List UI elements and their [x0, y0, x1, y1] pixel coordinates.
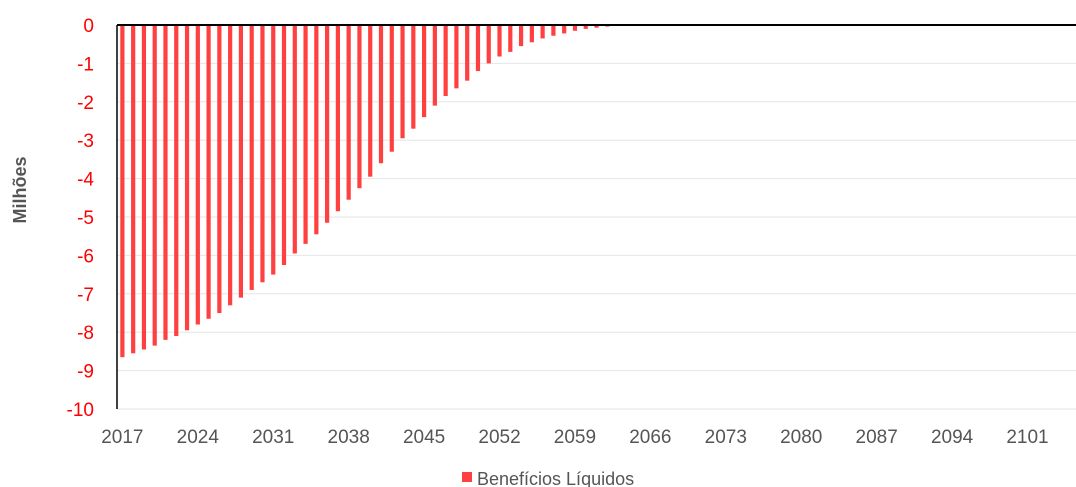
x-tick-label: 2017 [101, 427, 143, 448]
bar[interactable] [572, 25, 578, 31]
bar[interactable] [508, 25, 513, 52]
bar[interactable] [497, 25, 502, 57]
y-tick-label: -4 [77, 170, 94, 191]
bar[interactable] [432, 25, 437, 106]
bar[interactable] [238, 25, 244, 298]
x-tick-label: 2087 [856, 427, 898, 448]
axes [116, 24, 1076, 409]
bar[interactable] [163, 25, 168, 340]
x-tick-label: 2045 [403, 427, 445, 448]
bar[interactable] [260, 25, 265, 283]
bar[interactable] [206, 25, 211, 319]
y-tick-labels: 0 -1 -2 -3 -4 -5 -6 -7 -8 -9 -10 [67, 16, 95, 421]
bar[interactable] [465, 25, 470, 81]
legend[interactable]: Benefícios Líquidos [462, 469, 634, 487]
bar[interactable] [594, 25, 599, 28]
y-tick-label: -1 [77, 54, 94, 75]
x-tick-label: 2031 [252, 427, 294, 448]
legend-label: Benefícios Líquidos [477, 469, 634, 487]
grid-lines [117, 62, 1076, 410]
y-tick-label: -8 [77, 323, 94, 344]
bar[interactable] [152, 25, 157, 346]
bar[interactable] [346, 25, 351, 200]
bar[interactable] [378, 25, 384, 164]
bar[interactable] [486, 25, 491, 64]
x-tick-labels: 2017 2024 2031 2038 2045 2052 2059 2066 2073 2080… [101, 427, 1048, 448]
x-tick-label: 2094 [931, 427, 974, 448]
bar[interactable] [368, 25, 373, 177]
bar[interactable] [357, 25, 362, 189]
bar[interactable] [443, 25, 448, 97]
bar[interactable] [421, 25, 427, 118]
bar[interactable] [271, 25, 276, 275]
x-tick-label: 2052 [478, 427, 520, 448]
bar[interactable] [228, 25, 233, 306]
legend-swatch [462, 472, 472, 482]
bar[interactable] [249, 25, 254, 290]
bar[interactable] [292, 25, 297, 254]
bars [120, 25, 631, 358]
bar[interactable] [184, 25, 190, 331]
x-tick-label: 2066 [629, 427, 671, 448]
bar[interactable] [281, 25, 287, 265]
bar[interactable] [400, 25, 405, 139]
bar[interactable] [335, 25, 340, 212]
x-tick-label: 2038 [328, 427, 370, 448]
x-tick-label: 2073 [705, 427, 747, 448]
y-tick-label: -6 [77, 246, 94, 267]
bar[interactable] [325, 25, 330, 223]
y-tick-label: 0 [83, 16, 94, 37]
y-tick-label: -7 [77, 285, 94, 306]
bar[interactable] [314, 25, 319, 235]
y-tick-label: -10 [67, 400, 94, 421]
bar[interactable] [454, 25, 459, 89]
y-axis-title: Milhões [10, 156, 30, 223]
y-tick-label: -3 [77, 131, 94, 152]
x-tick-label: 2059 [554, 427, 596, 448]
bar[interactable] [217, 25, 222, 313]
bar[interactable] [475, 25, 481, 72]
bar[interactable] [518, 25, 524, 47]
x-tick-label: 2024 [177, 427, 220, 448]
bar[interactable] [195, 25, 200, 325]
bar[interactable] [120, 25, 125, 358]
bar[interactable] [540, 25, 545, 39]
bar[interactable] [551, 25, 556, 36]
y-tick-label: -5 [77, 208, 94, 229]
y-tick-label: -2 [77, 93, 94, 114]
bar[interactable] [141, 25, 147, 350]
bar[interactable] [529, 25, 534, 43]
x-tick-label: 2080 [780, 427, 822, 448]
x-tick-label: 2101 [1006, 427, 1048, 448]
bar[interactable] [389, 25, 394, 152]
y-tick-label: -9 [77, 362, 94, 383]
bar[interactable] [174, 25, 179, 337]
bar[interactable] [303, 25, 308, 244]
bar[interactable] [411, 25, 416, 129]
bar[interactable] [583, 25, 588, 29]
bar[interactable] [562, 25, 567, 34]
bar[interactable] [131, 25, 136, 354]
